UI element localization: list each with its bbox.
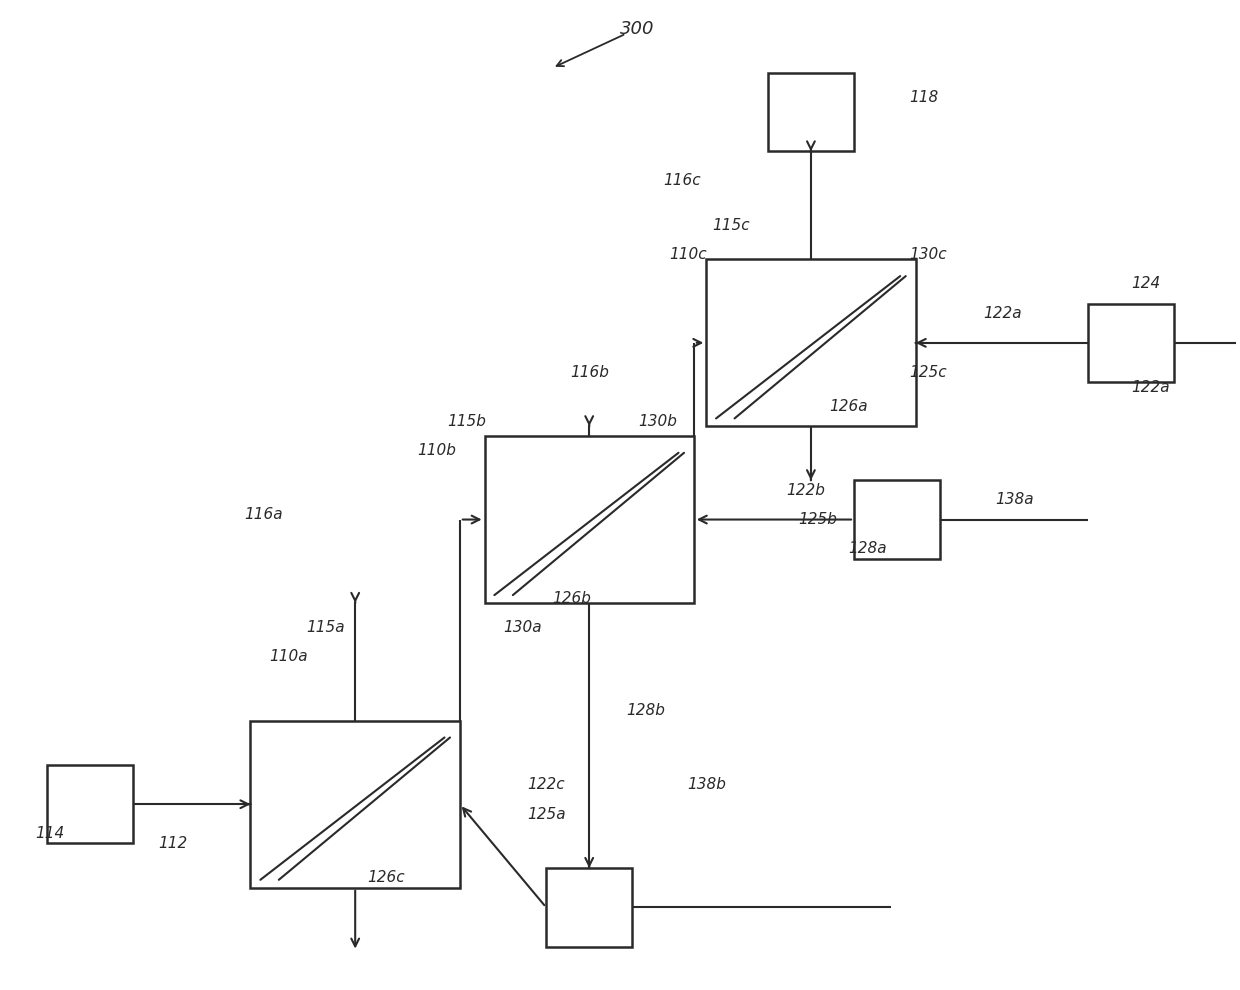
Text: 128b: 128b	[626, 704, 665, 719]
Text: 125a: 125a	[528, 807, 567, 822]
Text: 124: 124	[1131, 276, 1161, 291]
Bar	[854, 480, 940, 558]
Bar	[707, 259, 915, 427]
Text: 125b: 125b	[799, 512, 837, 527]
Text: 116b: 116b	[570, 364, 610, 380]
Text: 114: 114	[35, 827, 64, 842]
Text: 116a: 116a	[244, 507, 283, 522]
Text: 115c: 115c	[712, 218, 750, 233]
Text: 122c: 122c	[528, 777, 565, 792]
Text: 128a: 128a	[848, 542, 887, 556]
Bar	[485, 437, 694, 603]
Text: 110a: 110a	[269, 649, 308, 664]
Bar	[47, 765, 134, 843]
Text: 130b: 130b	[639, 414, 677, 429]
Bar	[546, 868, 632, 946]
Text: 125c: 125c	[909, 364, 947, 380]
Bar	[250, 721, 460, 888]
Text: 116c: 116c	[663, 173, 701, 188]
Text: 122a: 122a	[1131, 379, 1169, 395]
Text: 130a: 130a	[503, 620, 542, 635]
Text: 130c: 130c	[909, 247, 947, 262]
Bar	[1087, 304, 1174, 382]
Text: 126a: 126a	[830, 399, 868, 414]
Text: 126c: 126c	[367, 870, 405, 885]
Text: 138b: 138b	[688, 777, 727, 792]
Text: 115b: 115b	[448, 414, 486, 429]
Text: 300: 300	[620, 20, 655, 38]
Text: 118: 118	[909, 90, 939, 105]
Text: 122b: 122b	[786, 482, 825, 498]
Bar	[768, 73, 854, 151]
Text: 126b: 126b	[552, 591, 591, 606]
Text: 110c: 110c	[670, 247, 707, 262]
Text: 112: 112	[159, 836, 187, 851]
Text: 122a: 122a	[983, 306, 1022, 321]
Text: 115a: 115a	[306, 620, 345, 635]
Text: 138a: 138a	[996, 492, 1034, 508]
Text: 110b: 110b	[417, 444, 455, 458]
